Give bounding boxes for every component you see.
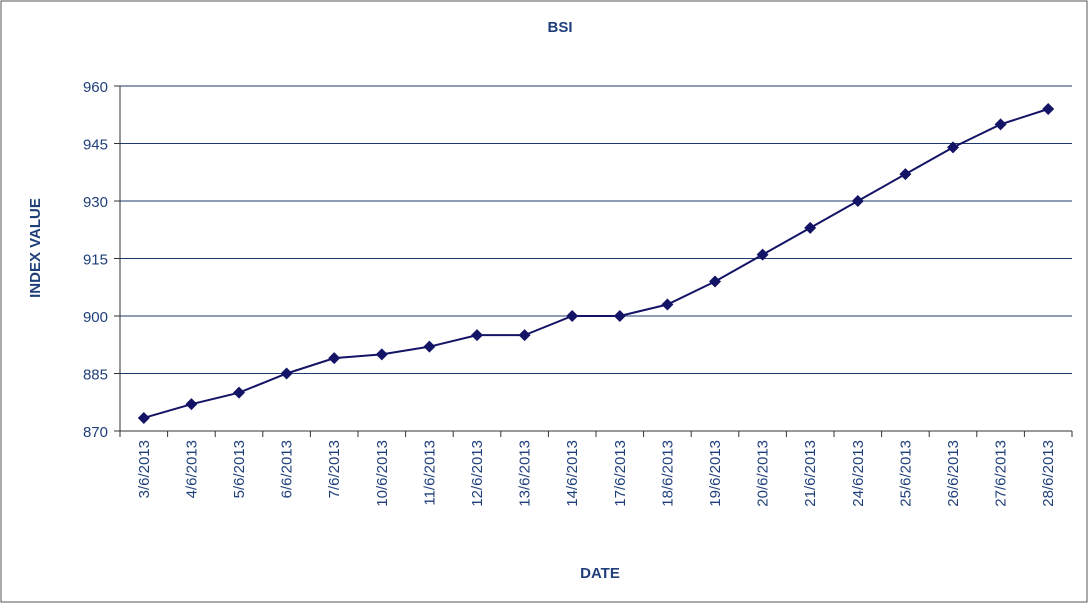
x-tick-label: 24/6/2013	[850, 440, 867, 507]
chart-title: BSI	[547, 19, 572, 36]
x-tick-label: 11/6/2013	[421, 440, 438, 506]
y-tick-label: 915	[83, 252, 108, 269]
y-tick-label: 945	[83, 137, 108, 154]
y-tick-label: 885	[83, 367, 108, 384]
x-tick-label: 3/6/2013	[136, 440, 153, 498]
x-tick-label: 10/6/2013	[374, 440, 391, 507]
frame	[1, 1, 1087, 602]
chart: BSI DATE INDEX VALUE 870 885 900 915 930 945 9…	[0, 0, 1088, 603]
x-tick-label: 7/6/2013	[326, 440, 343, 498]
x-tick-label: 6/6/2013	[279, 440, 296, 498]
x-tick-label: 17/6/2013	[612, 440, 629, 507]
x-axis-label: DATE	[580, 565, 620, 582]
y-tick-label: 870	[83, 424, 108, 441]
x-tick-label: 21/6/2013	[802, 440, 819, 507]
y-tick-label: 960	[83, 79, 108, 96]
x-tick-label: 18/6/2013	[659, 440, 676, 507]
x-tick-label: 14/6/2013	[564, 440, 581, 507]
x-tick-label: 13/6/2013	[517, 440, 534, 507]
x-tick-label: 26/6/2013	[945, 440, 962, 507]
x-tick-label: 19/6/2013	[707, 440, 724, 507]
x-tick-label: 4/6/2013	[183, 440, 200, 498]
x-tick-label: 27/6/2013	[993, 440, 1010, 507]
y-tick-label: 930	[83, 194, 108, 211]
x-tick-label: 5/6/2013	[231, 440, 248, 498]
y-axis-label: INDEX VALUE	[27, 198, 44, 298]
x-tick-label: 12/6/2013	[469, 440, 486, 507]
y-tick-label: 900	[83, 309, 108, 326]
x-tick-label: 25/6/2013	[897, 440, 914, 507]
x-tick-label: 28/6/2013	[1040, 440, 1057, 507]
x-tick-label: 20/6/2013	[755, 440, 772, 507]
